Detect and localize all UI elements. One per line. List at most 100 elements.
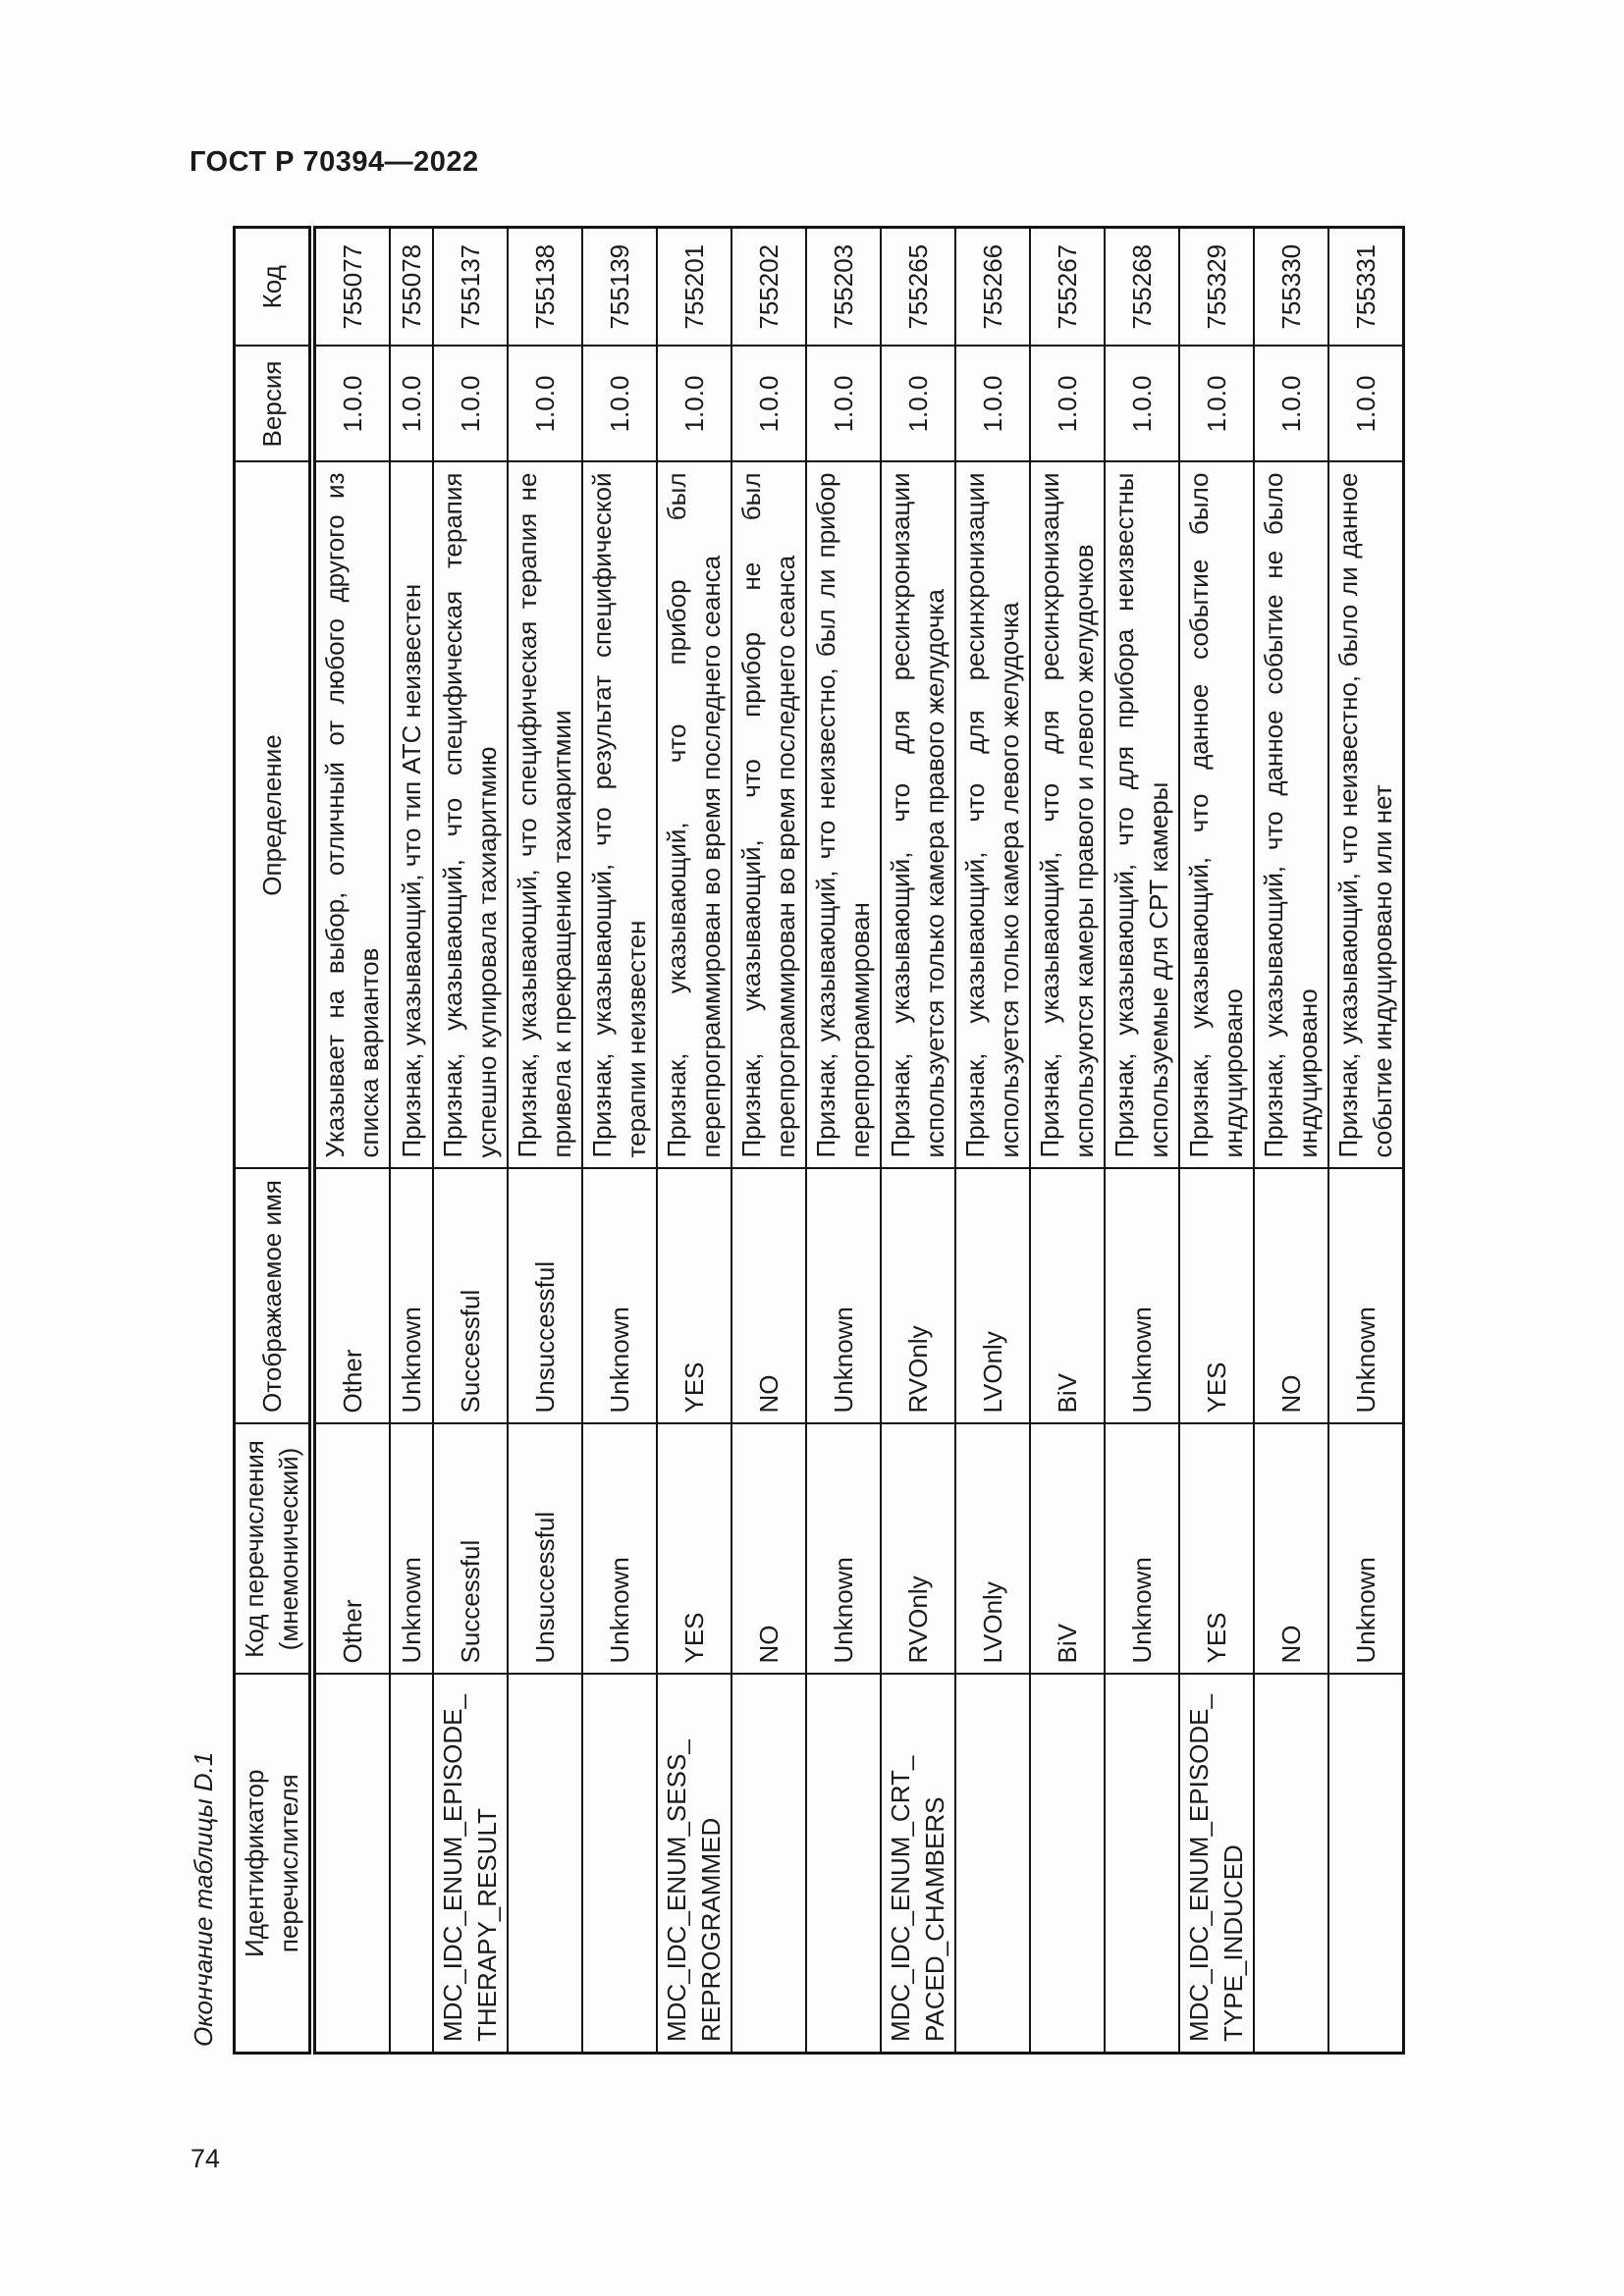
cell-version: 1.0.0	[508, 346, 582, 462]
cell-definition: Признак, указывающий, что данное событие…	[1179, 461, 1254, 1169]
cell-version: 1.0.0	[955, 346, 1030, 462]
cell-identifier: MDC_IDC_ENUM_EPISODE_ THERAPY_RESULT	[433, 1674, 508, 2054]
cell-definition: Признак, указывающий, что для ресинхрони…	[955, 461, 1030, 1169]
col-header-version: Версия	[234, 346, 312, 462]
table-row: MDC_IDC_ENUM_EPISODE_ THERAPY_RESULT Suc…	[433, 227, 508, 2054]
cell-code: 755329	[1179, 227, 1254, 347]
table-row: LVOnly LVOnly Признак, указывающий, что …	[955, 227, 1030, 2054]
page-number: 74	[190, 2144, 221, 2173]
table-row: Unsuccessful Unsuccessful Признак, указы…	[508, 227, 582, 2054]
cell-mnemonic: Unknown	[390, 1423, 433, 1675]
cell-definition: Признак, указывающий, что прибор не был …	[731, 461, 806, 1169]
cell-display-name: YES	[657, 1168, 731, 1424]
document-header: ГОСТ Р 70394—2022	[189, 146, 479, 178]
cell-version: 1.0.0	[881, 346, 955, 462]
col-header-code: Код	[234, 227, 312, 347]
table-row: Other Other Указывает на выбор, отличный…	[312, 227, 390, 2054]
cell-identifier	[508, 1674, 582, 2054]
col-header-mnemonic: Код перечисления (мнемонический)	[234, 1423, 312, 1675]
cell-code: 755138	[508, 227, 582, 347]
cell-code: 755330	[1254, 227, 1328, 347]
cell-version: 1.0.0	[582, 346, 657, 462]
cell-identifier: MDC_IDC_ENUM_SESS_ REPROGRAMMED	[657, 1674, 731, 2054]
cell-definition: Указывает на выбор, отличный от любого д…	[312, 461, 390, 1169]
table-row: Unknown Unknown Признак, указывающий, чт…	[806, 227, 881, 2054]
cell-code: 755203	[806, 227, 881, 347]
cell-mnemonic: Unknown	[806, 1423, 881, 1675]
cell-display-name: Unknown	[1328, 1168, 1404, 1424]
cell-definition: Признак, указывающий, что тип АТС неизве…	[390, 461, 433, 1169]
cell-definition: Признак, указывающий, что данное событие…	[1254, 461, 1328, 1169]
cell-display-name: YES	[1179, 1168, 1254, 1424]
table-row: Unknown Unknown Признак, указывающий, чт…	[1328, 227, 1404, 2054]
cell-code: 755078	[390, 227, 433, 347]
table-row: NO NO Признак, указывающий, что данное с…	[1254, 227, 1328, 2054]
cell-display-name: Successful	[433, 1168, 508, 1424]
enumeration-table: Идентификатор перечислителя Код перечисл…	[233, 226, 1405, 2055]
cell-display-name: Unknown	[806, 1168, 881, 1424]
cell-mnemonic: BiV	[1030, 1423, 1105, 1675]
cell-display-name: NO	[1254, 1168, 1328, 1424]
cell-display-name: Unknown	[390, 1168, 433, 1424]
col-header-identifier: Идентификатор перечислителя	[234, 1674, 312, 2054]
cell-version: 1.0.0	[1030, 346, 1105, 462]
table-row: MDC_IDC_ENUM_CRT_ PACED_CHAMBERS RVOnly …	[881, 227, 955, 2054]
table-row: Unknown Unknown Признак, указывающий, чт…	[390, 227, 433, 2054]
cell-identifier	[1030, 1674, 1105, 2054]
cell-definition: Признак, указывающий, что неизвестно, бы…	[1328, 461, 1404, 1169]
cell-display-name: BiV	[1030, 1168, 1105, 1424]
cell-code: 755139	[582, 227, 657, 347]
cell-mnemonic: Unknown	[582, 1423, 657, 1675]
cell-mnemonic: YES	[657, 1423, 731, 1675]
cell-mnemonic: RVOnly	[881, 1423, 955, 1675]
cell-code: 755137	[433, 227, 508, 347]
cell-code: 755265	[881, 227, 955, 347]
cell-code: 755202	[731, 227, 806, 347]
cell-mnemonic: NO	[731, 1423, 806, 1675]
table-row: MDC_IDC_ENUM_SESS_ REPROGRAMMED YES YES …	[657, 227, 731, 2054]
table-row: MDC_IDC_ENUM_EPISODE_ TYPE_INDUCED YES Y…	[1179, 227, 1254, 2054]
cell-version: 1.0.0	[312, 346, 390, 462]
cell-identifier	[1254, 1674, 1328, 2054]
cell-definition: Признак, указывающий, что для ресинхрони…	[881, 461, 955, 1169]
table-row: Unknown Unknown Признак, указывающий, чт…	[1105, 227, 1179, 2054]
cell-identifier	[731, 1674, 806, 2054]
cell-mnemonic: Unknown	[1328, 1423, 1404, 1675]
cell-code: 755201	[657, 227, 731, 347]
table-row: BiV BiV Признак, указывающий, что для ре…	[1030, 227, 1105, 2054]
cell-version: 1.0.0	[1254, 346, 1328, 462]
cell-definition: Признак, указывающий, что для ресинхрони…	[1030, 461, 1105, 1169]
table-row: NO NO Признак, указывающий, что прибор н…	[731, 227, 806, 2054]
cell-mnemonic: LVOnly	[955, 1423, 1030, 1675]
table-row: Unknown Unknown Признак, указывающий, чт…	[582, 227, 657, 2054]
cell-version: 1.0.0	[731, 346, 806, 462]
cell-definition: Признак, указывающий, что прибор был пер…	[657, 461, 731, 1169]
cell-mnemonic: YES	[1179, 1423, 1254, 1675]
cell-version: 1.0.0	[390, 346, 433, 462]
cell-display-name: Unsuccessful	[508, 1168, 582, 1424]
cell-code: 755268	[1105, 227, 1179, 347]
cell-version: 1.0.0	[806, 346, 881, 462]
cell-version: 1.0.0	[1105, 346, 1179, 462]
cell-identifier	[955, 1674, 1030, 2054]
cell-mnemonic: Other	[312, 1423, 390, 1675]
cell-definition: Признак, указывающий, что специфическая …	[433, 461, 508, 1169]
table-caption: Окончание таблицы D.1	[189, 1751, 218, 2047]
cell-mnemonic: Unknown	[1105, 1423, 1179, 1675]
cell-identifier: MDC_IDC_ENUM_EPISODE_ TYPE_INDUCED	[1179, 1674, 1254, 2054]
cell-definition: Признак, указывающий, что для прибора не…	[1105, 461, 1179, 1169]
cell-version: 1.0.0	[433, 346, 508, 462]
cell-display-name: RVOnly	[881, 1168, 955, 1424]
cell-code: 755331	[1328, 227, 1404, 347]
col-header-definition: Определение	[234, 461, 312, 1169]
cell-identifier	[1105, 1674, 1179, 2054]
cell-identifier	[312, 1674, 390, 2054]
cell-identifier	[390, 1674, 433, 2054]
cell-display-name: LVOnly	[955, 1168, 1030, 1424]
rotated-table-block: Окончание таблицы D.1 Идентификатор пере…	[189, 226, 1408, 2055]
cell-identifier	[806, 1674, 881, 2054]
cell-display-name: Other	[312, 1168, 390, 1424]
cell-display-name: NO	[731, 1168, 806, 1424]
cell-version: 1.0.0	[1179, 346, 1254, 462]
cell-display-name: Unknown	[1105, 1168, 1179, 1424]
